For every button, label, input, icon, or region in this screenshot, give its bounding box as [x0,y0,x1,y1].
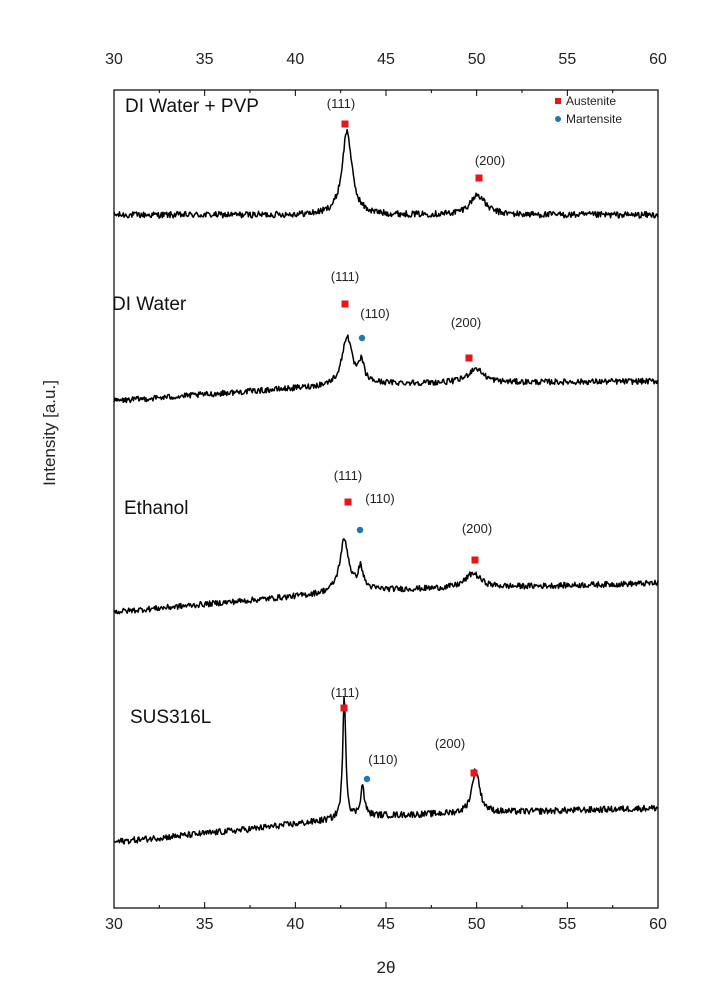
top-tick-label: 30 [105,51,123,68]
martensite-marker [358,334,366,342]
top-tick-label: 50 [468,51,486,68]
y-axis-title: Intensity [a.u.] [40,380,59,486]
legend-label-austenite: Austenite [566,94,616,108]
peak-annotation-label: (111) [334,468,362,483]
sample-label: Ethanol [124,498,188,519]
xrd-curve-1 [113,128,659,219]
austenite-marker [340,704,348,712]
xrd-curve-2 [113,334,659,404]
top-tick-label: 40 [286,51,304,68]
bottom-tick-label: 50 [468,916,486,933]
legend-marker-martensite [555,116,561,122]
peak-annotation-label: (111) [331,685,359,700]
austenite-marker [341,300,349,308]
xrd-curve-3 [113,538,659,615]
top-tick-label: 55 [558,51,576,68]
x-axis-title: 2θ [377,958,396,977]
peak-annotation-label: (110) [368,752,397,767]
top-tick-label: 60 [649,51,667,68]
xrd-curve-4 [113,696,659,845]
peak-annotation-label: (110) [365,491,394,506]
bottom-axis-ticks [113,902,659,908]
top-tick-label: 45 [377,51,395,68]
martensite-marker [363,775,371,783]
peak-annotation-label: (200) [462,521,492,536]
austenite-marker [471,556,479,564]
sample-label: DI Water + PVP [125,96,259,117]
bottom-tick-label: 60 [649,916,667,933]
series-curves [113,128,659,845]
top-axis-tick-labels: 30 35 40 45 50 55 60 [105,51,667,68]
bottom-tick-label: 40 [286,916,304,933]
legend: Austenite Martensite [555,94,622,126]
bottom-tick-label: 35 [196,916,214,933]
peak-annotation-label: (110) [360,306,389,321]
austenite-marker [470,769,478,777]
peak-annotation-label: (111) [331,269,359,284]
peak-annotations: (111)(200)(111)(110)(200)(111)(110)(200)… [327,96,505,783]
sample-label: DI Water [112,294,187,315]
austenite-marker [465,354,473,362]
martensite-marker [356,526,364,534]
austenite-marker [475,174,483,182]
top-axis-ticks [113,90,659,96]
bottom-tick-label: 55 [558,916,576,933]
sample-label: SUS316L [130,707,211,728]
peak-annotation-label: (200) [435,736,465,751]
top-tick-label: 35 [196,51,214,68]
austenite-marker [341,120,349,128]
legend-label-martensite: Martensite [566,112,622,126]
bottom-axis-tick-labels: 30 35 40 45 50 55 60 [105,916,667,933]
legend-marker-austenite [555,98,561,104]
peak-annotation-label: (111) [327,96,355,111]
peak-annotation-label: (200) [451,315,481,330]
austenite-marker [344,498,352,506]
peak-annotation-label: (200) [475,153,505,168]
sample-labels: DI Water + PVP DI Water Ethanol SUS316L [112,96,259,728]
bottom-tick-label: 45 [377,916,395,933]
bottom-tick-label: 30 [105,916,123,933]
